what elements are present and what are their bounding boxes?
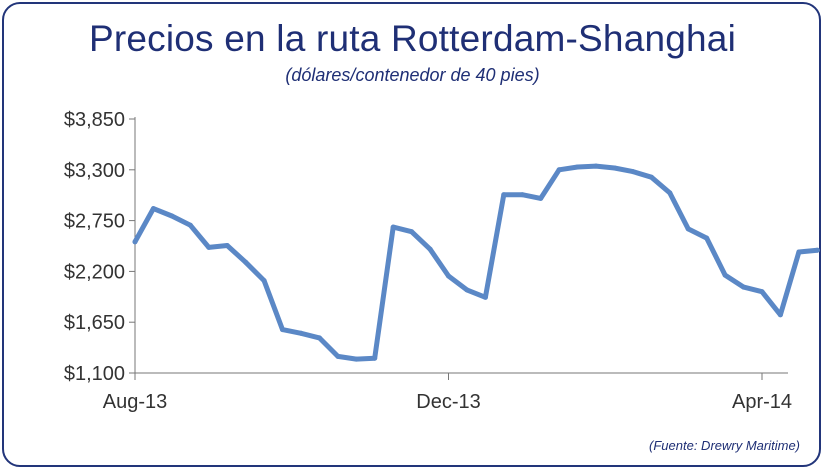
data-point	[280, 327, 285, 333]
data-point	[612, 165, 617, 171]
y-tick-label: $3,300	[64, 160, 125, 182]
x-tick-label: Apr-14	[732, 391, 792, 413]
data-point	[593, 163, 599, 169]
data-point	[722, 272, 728, 278]
data-point	[261, 278, 267, 284]
chart-title: Precios en la ruta Rotterdam-Shanghai	[88, 18, 737, 59]
data-point	[501, 192, 507, 198]
y-tick-label: $2,200	[64, 261, 125, 283]
data-point	[409, 229, 415, 235]
y-tick-label: $3,850	[64, 109, 125, 131]
data-point	[482, 294, 488, 300]
data-point	[685, 226, 691, 232]
data-point	[372, 355, 378, 361]
data-point	[777, 312, 783, 318]
y-tick-label: $1,100	[64, 363, 125, 385]
data-point	[814, 247, 820, 253]
data-point	[704, 235, 710, 241]
y-tick-label: $1,650	[64, 312, 125, 334]
data-point	[630, 169, 636, 175]
source-note: (Fuente: Drewry Maritime)	[649, 438, 800, 453]
data-point	[575, 164, 581, 170]
data-point	[741, 284, 747, 290]
data-point	[759, 289, 765, 295]
data-point	[390, 224, 396, 230]
price-series-line	[132, 163, 820, 362]
chart-subtitle: (dólares/contenedor de 40 pies)	[285, 65, 540, 85]
data-point	[667, 190, 673, 196]
data-point	[464, 287, 470, 293]
data-point	[335, 353, 341, 359]
data-point	[298, 330, 304, 336]
data-point	[316, 335, 322, 341]
x-tick-label: Aug-13	[103, 391, 168, 413]
x-tick-label: Dec-13	[416, 391, 480, 413]
data-point	[132, 239, 138, 245]
data-point	[427, 246, 433, 252]
data-point	[648, 174, 654, 180]
data-point	[446, 273, 451, 279]
data-point	[556, 167, 562, 173]
data-point	[519, 192, 525, 198]
data-point	[224, 243, 230, 248]
data-point	[206, 244, 212, 250]
data-point	[187, 222, 193, 228]
data-point	[150, 206, 156, 212]
data-point	[538, 195, 544, 201]
data-point	[796, 249, 802, 255]
data-point	[169, 213, 175, 219]
data-point	[243, 259, 249, 265]
data-point	[353, 356, 359, 362]
y-tick-label: $2,750	[64, 211, 125, 233]
